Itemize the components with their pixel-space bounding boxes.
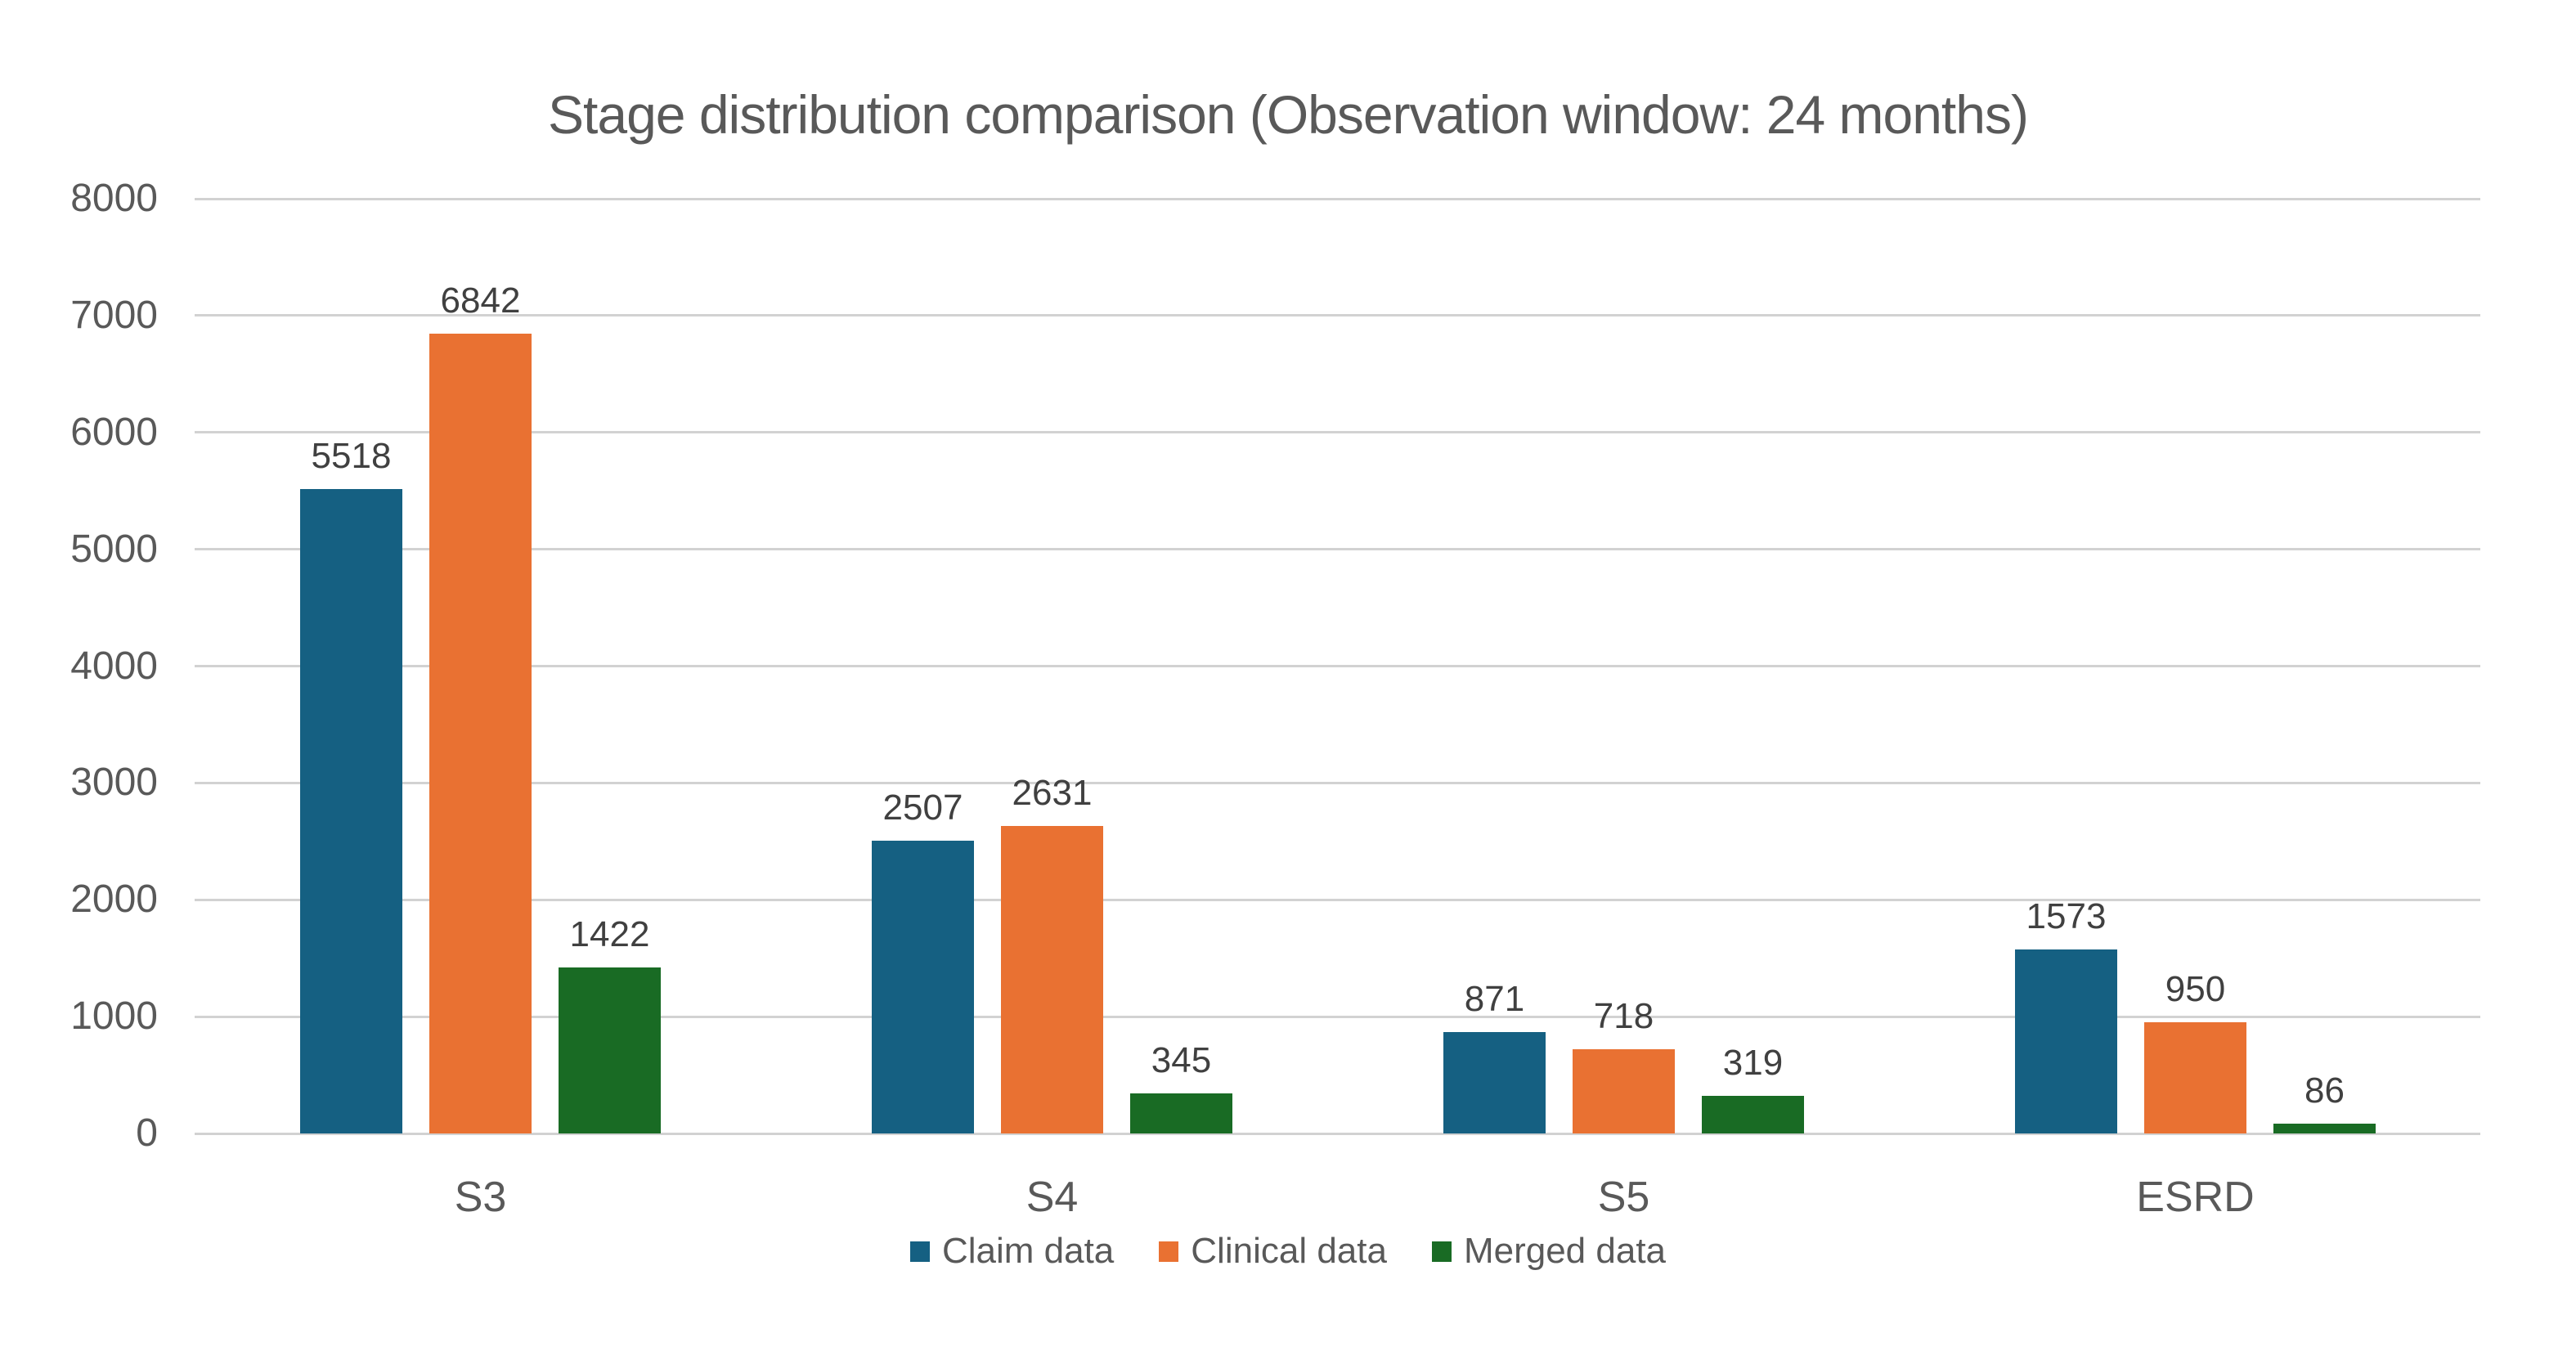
gridline: [195, 197, 2480, 200]
gridline: [195, 431, 2480, 434]
y-tick-label: 7000: [70, 293, 158, 337]
data-label-merged-data-s5: 319: [1722, 1043, 1784, 1084]
legend: Claim data Clinical data Merged data: [0, 1225, 2576, 1277]
legend-label-claim-data: Claim data: [941, 1231, 1115, 1271]
bar-clinical-data-s4: [1001, 826, 1103, 1133]
data-label-merged-data-s3: 1422: [569, 913, 650, 954]
category-label-s3: S3: [454, 1174, 507, 1221]
gridline: [195, 665, 2480, 667]
chart-title: Stage distribution comparison (Observati…: [548, 84, 2029, 145]
data-label-claim-data-s3: 5518: [311, 435, 392, 476]
gridline: [195, 548, 2480, 551]
legend-item-merged-data: Merged data: [1431, 1231, 1667, 1272]
bar-claim-data-s5: [1443, 1031, 1546, 1133]
gridline: [195, 781, 2480, 784]
gridline: [195, 1015, 2480, 1018]
bar-clinical-data-s3: [429, 334, 532, 1133]
legend-label-clinical-data: Clinical data: [1191, 1231, 1387, 1271]
gridline: [195, 898, 2480, 901]
bar-merged-data-esrd: [2273, 1123, 2376, 1133]
y-tick-label: 8000: [70, 177, 158, 220]
gridline: [195, 314, 2480, 317]
y-tick-label: 1000: [70, 994, 158, 1039]
y-tick-label: 5000: [70, 527, 158, 571]
data-label-clinical-data-s3: 6842: [440, 281, 521, 321]
bar-clinical-data-esrd: [2144, 1022, 2246, 1133]
bar-merged-data-s3: [559, 967, 661, 1133]
data-label-clinical-data-esrd: 950: [2165, 969, 2226, 1010]
bar-clinical-data-s5: [1573, 1049, 1675, 1133]
legend-swatch-merged-data: [1431, 1241, 1452, 1262]
bar-claim-data-s4: [872, 840, 974, 1133]
data-label-clinical-data-s4: 2631: [1012, 773, 1093, 814]
bar-merged-data-s4: [1130, 1093, 1232, 1133]
category-label-esrd: ESRD: [2136, 1174, 2255, 1221]
legend-swatch-claim-data: [909, 1241, 930, 1262]
data-label-merged-data-esrd: 86: [2304, 1070, 2345, 1111]
y-tick-label: 6000: [70, 410, 158, 454]
y-tick-label: 2000: [70, 877, 158, 922]
data-label-merged-data-s4: 345: [1151, 1039, 1212, 1080]
data-label-claim-data-s5: 871: [1464, 978, 1525, 1019]
category-label-s5: S5: [1597, 1174, 1650, 1221]
bar-claim-data-esrd: [2015, 949, 2117, 1133]
legend-swatch-clinical-data: [1159, 1241, 1179, 1262]
legend-item-clinical-data: Clinical data: [1159, 1231, 1387, 1272]
y-tick-label: 3000: [70, 761, 158, 805]
legend-label-merged-data: Merged data: [1463, 1231, 1667, 1271]
legend-item-claim-data: Claim data: [909, 1231, 1115, 1272]
y-tick-label: 0: [136, 1111, 158, 1155]
data-label-claim-data-s4: 2507: [882, 787, 963, 828]
category-label-s4: S4: [1025, 1174, 1079, 1221]
bar-merged-data-s5: [1702, 1096, 1804, 1133]
x-axis-line: [195, 1132, 2480, 1135]
y-tick-label: 4000: [70, 644, 158, 688]
data-label-claim-data-esrd: 1573: [2026, 896, 2107, 937]
data-label-clinical-data-s5: 718: [1593, 996, 1654, 1037]
bar-claim-data-s3: [300, 488, 402, 1133]
